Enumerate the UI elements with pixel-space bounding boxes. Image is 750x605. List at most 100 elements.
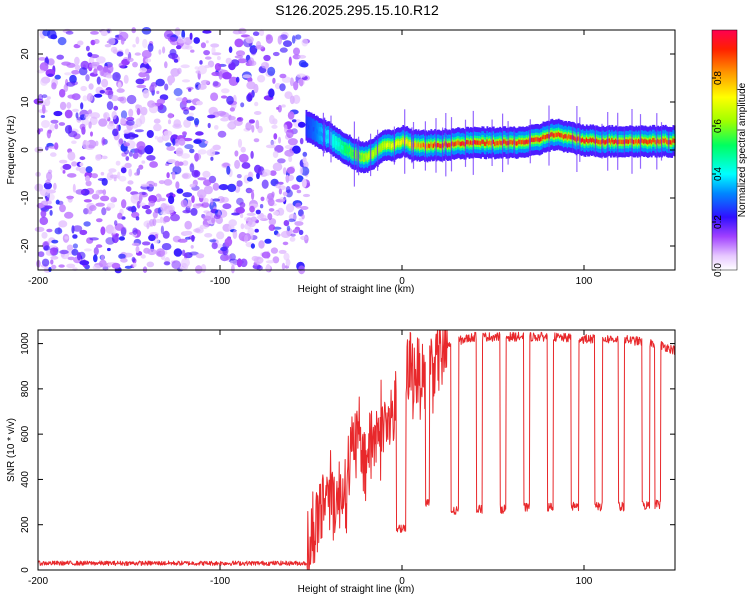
noise-speckle <box>148 234 156 242</box>
noise-speckle <box>288 155 293 163</box>
noise-speckle <box>156 90 160 95</box>
noise-speckle <box>128 108 134 118</box>
signal-cell <box>646 140 649 145</box>
noise-speckle <box>87 52 93 57</box>
noise-speckle <box>57 37 67 46</box>
noise-speckle <box>269 170 277 177</box>
signal-cell <box>327 134 330 139</box>
signal-cell <box>476 140 479 145</box>
spike-cell <box>502 113 504 173</box>
noise-speckle <box>210 197 214 206</box>
noise-speckle <box>286 225 291 232</box>
noise-speckle <box>180 153 191 159</box>
signal-cell <box>380 145 383 150</box>
signal-cell <box>542 134 545 140</box>
colorbar-tick-label: 0.6 <box>713 119 724 133</box>
noise-speckle <box>258 240 265 249</box>
signal-cell <box>360 155 363 160</box>
signal-cell <box>463 142 466 147</box>
noise-speckle <box>156 98 166 105</box>
noise-speckle <box>180 64 190 69</box>
noise-speckle <box>155 78 165 87</box>
spike-cell <box>623 128 625 155</box>
signal-cell <box>388 142 391 147</box>
spike-cell <box>358 136 360 176</box>
signal-cell <box>458 140 461 146</box>
noise-speckle <box>54 74 61 80</box>
noise-speckle <box>141 191 146 196</box>
noise-speckle <box>67 256 75 261</box>
noise-speckle <box>111 110 117 120</box>
noise-speckle <box>283 220 290 227</box>
signal-cell <box>460 141 463 146</box>
signal-cell <box>662 138 665 143</box>
noise-speckle <box>160 202 168 212</box>
noise-speckle <box>237 138 243 148</box>
noise-speckle <box>228 62 236 71</box>
noise-speckle <box>256 265 263 271</box>
signal-cell <box>486 139 489 144</box>
noise-speckle <box>103 113 107 119</box>
signal-cell <box>359 154 361 159</box>
signal-cell <box>567 134 570 139</box>
noise-speckle <box>182 97 188 106</box>
noise-speckle <box>173 58 179 63</box>
noise-speckle <box>83 199 92 203</box>
signal-cell <box>580 138 583 143</box>
signal-cell <box>384 142 387 148</box>
noise-speckle <box>126 119 135 126</box>
spike-cell <box>424 121 426 171</box>
signal-cell <box>481 139 484 144</box>
noise-speckle <box>292 145 301 154</box>
noise-speckle <box>293 81 299 91</box>
signal-cell <box>454 141 457 146</box>
noise-speckle <box>284 149 295 157</box>
noise-speckle <box>66 173 77 178</box>
noise-speckle <box>193 228 201 233</box>
snr-frame <box>37 329 676 571</box>
noise-speckle <box>299 166 303 175</box>
noise-speckle <box>202 30 212 34</box>
noise-speckle <box>222 246 229 256</box>
noise-speckle <box>228 219 237 227</box>
noise-speckle <box>295 202 302 209</box>
noise-speckle <box>268 224 276 231</box>
signal-cell <box>374 150 377 155</box>
noise-speckle <box>85 166 93 173</box>
signal-cell <box>453 142 456 147</box>
noise-speckle <box>230 259 238 266</box>
spike-cell <box>377 129 379 171</box>
noise-speckle <box>93 254 98 263</box>
signal-cell <box>653 138 656 143</box>
signal-cell <box>347 148 350 154</box>
signal-cell <box>625 139 628 144</box>
noise-speckle <box>66 62 76 68</box>
noise-speckle <box>262 169 272 177</box>
noise-speckle <box>114 223 124 231</box>
noise-speckle <box>47 73 54 77</box>
noise-speckle <box>218 70 223 80</box>
noise-speckle <box>203 198 209 203</box>
signal-cell <box>348 147 351 153</box>
noise-speckle <box>75 112 79 119</box>
y-tick-label: -20 <box>20 238 31 253</box>
noise-speckle <box>162 230 170 239</box>
noise-speckle <box>158 49 162 55</box>
noise-speckle <box>111 262 121 269</box>
spike-cell <box>322 112 324 157</box>
noise-speckle <box>260 196 265 202</box>
signal-cell <box>630 138 633 144</box>
noise-speckle <box>125 156 130 161</box>
noise-speckle <box>83 248 92 252</box>
noise-speckle <box>231 264 235 274</box>
noise-speckle <box>46 96 51 100</box>
signal-cell <box>341 144 344 150</box>
noise-speckle <box>251 191 255 200</box>
noise-speckle <box>49 123 55 132</box>
noise-speckle <box>140 183 150 187</box>
noise-speckle <box>278 136 281 144</box>
signal-cell <box>494 141 496 147</box>
noise-speckle <box>220 117 230 122</box>
noise-speckle <box>281 262 286 270</box>
noise-speckle <box>182 160 189 166</box>
